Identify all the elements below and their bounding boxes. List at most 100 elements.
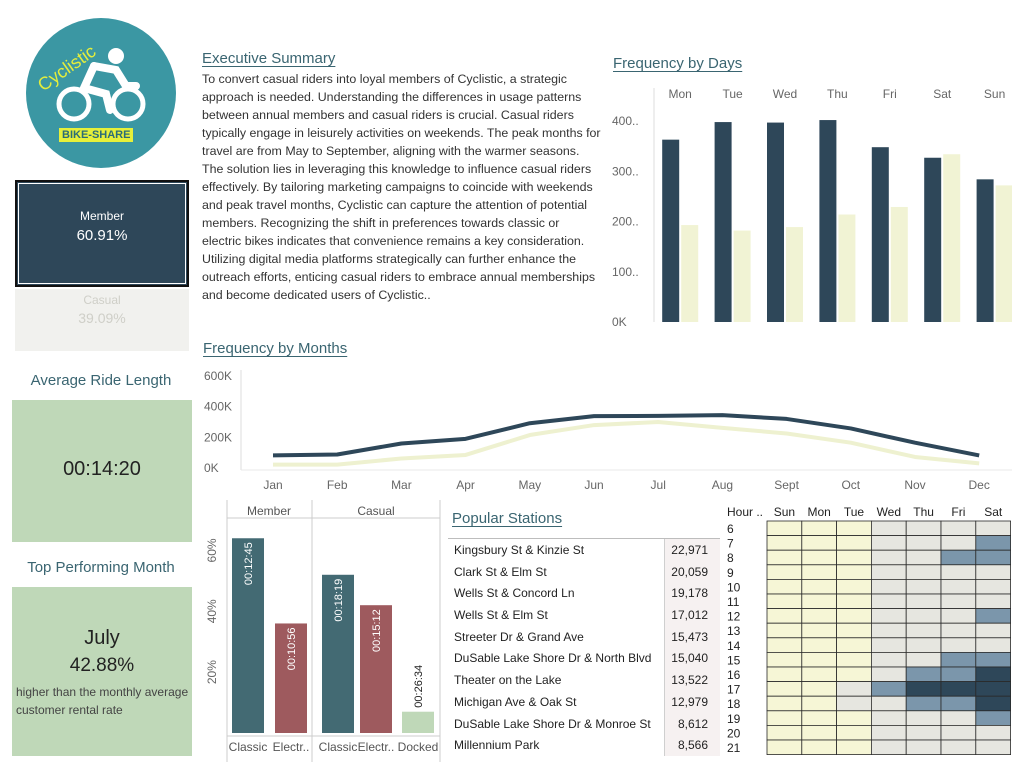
months-line-chart: 0K 200K 400K 600K Jan Feb Mar Apr May Jun Jul Aug Se… [204, 369, 1012, 492]
heatmap-cell [940, 637, 977, 653]
heatmap-cell [975, 622, 1012, 639]
heatmap-cell [766, 564, 803, 580]
heatmap-cell [975, 520, 1012, 537]
avg-ride-value: 00:14:20 [63, 458, 141, 480]
x-tick-label: Dec [969, 478, 990, 492]
heatmap-cell [801, 710, 838, 726]
heatmap-cell [801, 622, 838, 639]
y-tick-label: 200K [204, 430, 232, 444]
heatmap-cell [940, 622, 977, 639]
station-name: Wells St & Concord Ln [454, 586, 575, 601]
heatmap-cell [801, 608, 838, 624]
months-chart-title: Frequency by Months [203, 340, 348, 357]
heatmap-col-header: Tue [844, 505, 865, 519]
x-tick-label: Classic [319, 740, 358, 754]
casual-share-card[interactable]: Casual 39.09% [15, 289, 189, 351]
heatmap-cell [905, 739, 942, 756]
bike-type-bar [402, 711, 434, 733]
heatmap-cell [836, 739, 872, 756]
heatmap-cell [905, 695, 942, 712]
casual-day-bar [838, 214, 856, 322]
stations-table: Kingsbury St & Kinzie St 22,971 Clark St &… [448, 539, 720, 756]
heatmap-cell [870, 666, 907, 683]
x-tick-label: Mar [391, 478, 412, 492]
y-tick-label: 600K [204, 369, 232, 383]
heatmap-cell [836, 535, 872, 551]
hour-heatmap: Hour .. Sun Mon Tue Wed Thu Fri Sat 678910111213… [727, 505, 1012, 756]
heatmap-cell [801, 681, 838, 697]
station-row[interactable]: Kingsbury St & Kinzie St 22,971 [448, 539, 720, 561]
station-count: 8,612 [664, 712, 720, 735]
station-row[interactable]: Theater on the Lake 13,522 [448, 669, 720, 691]
casual-value: 39.09% [78, 310, 126, 326]
heatmap-row-label: 21 [727, 741, 741, 755]
station-row[interactable]: DuSable Lake Shore Dr & Monroe St 8,612 [448, 712, 720, 735]
avg-ride-title: Average Ride Length [30, 372, 172, 389]
heatmap-cell [870, 520, 907, 537]
heatmap-cell [940, 739, 977, 756]
heatmap-cell [766, 695, 803, 712]
station-row[interactable]: Michigan Ave & Oak St 12,979 [448, 690, 720, 713]
heatmap-cell [975, 651, 1012, 668]
bike-type-bar [275, 623, 307, 733]
station-count: 17,012 [664, 604, 720, 626]
heatmap-cell [940, 549, 977, 566]
heatmap-cell [940, 724, 977, 741]
member-value: 60.91% [76, 227, 128, 244]
top-month-note: higher than the monthly average customer… [16, 685, 189, 717]
heatmap-row-label: 9 [727, 566, 734, 580]
heatmap-row-label: 11 [727, 595, 740, 609]
x-tick-label: Classic [229, 740, 268, 754]
casual-day-bar [786, 227, 803, 322]
y-tick-label: 20% [205, 660, 219, 684]
station-row[interactable]: Wells St & Elm St 17,012 [448, 604, 720, 626]
heatmap-cell [905, 535, 942, 551]
heatmap-cell [870, 593, 907, 610]
heatmap-cell [975, 535, 1012, 551]
station-count: 8,566 [664, 734, 720, 756]
heatmap-cell [870, 579, 907, 595]
heatmap-cell [836, 549, 872, 566]
heatmap-cell [905, 724, 942, 741]
station-row[interactable]: Streeter Dr & Grand Ave 15,473 [448, 625, 720, 648]
heatmap-col-header: Mon [808, 505, 831, 519]
heatmap-cell [870, 608, 907, 624]
heatmap-cell [940, 666, 977, 683]
station-count: 20,059 [664, 560, 720, 583]
x-tick-label: Tue [722, 87, 743, 101]
member-day-bar [767, 122, 784, 322]
bike-rider-icon [56, 48, 146, 122]
heatmap-cell [975, 608, 1012, 624]
casual-day-bar [890, 206, 908, 322]
heatmap-row-header: Hour .. [727, 505, 763, 519]
heatmap-cell [870, 651, 907, 668]
heatmap-cell [940, 535, 977, 551]
station-row[interactable]: DuSable Lake Shore Dr & North Blvd 15,040 [448, 647, 720, 670]
x-tick-label: Jan [263, 478, 282, 492]
station-row[interactable]: Wells St & Concord Ln 19,178 [448, 582, 720, 605]
heatmap-cell [836, 520, 872, 537]
x-tick-label: Sept [774, 478, 799, 492]
heatmap-row-label: 18 [727, 697, 741, 711]
heatmap-cell [940, 593, 977, 610]
station-row[interactable]: Clark St & Elm St 20,059 [448, 560, 720, 583]
heatmap-cell [870, 549, 907, 566]
heatmap-cell [940, 695, 977, 712]
y-tick-label: 200.. [612, 215, 639, 229]
x-tick-label: Aug [712, 478, 733, 492]
heatmap-cell [801, 520, 838, 537]
station-name: Theater on the Lake [454, 673, 562, 688]
station-name: DuSable Lake Shore Dr & North Blvd [454, 651, 652, 666]
station-row[interactable]: Millennium Park 8,566 [448, 734, 720, 756]
station-count: 13,522 [664, 669, 720, 691]
heatmap-cell [940, 710, 977, 726]
heatmap-cell [975, 681, 1012, 697]
x-tick-label: Jun [584, 478, 603, 492]
top-month-card: July 42.88% higher than the monthly aver… [12, 587, 192, 756]
heatmap-row-label: 17 [727, 683, 741, 697]
days-bar-chart: 0K 100.. 200.. 300.. 400.. Mon Tue Wed Thu Fri Sat… [612, 87, 1012, 329]
member-share-card[interactable]: Member 60.91% [15, 180, 189, 287]
heatmap-cell [975, 739, 1012, 756]
heatmap-cell [905, 579, 942, 595]
y-tick-label: 400.. [612, 114, 639, 128]
